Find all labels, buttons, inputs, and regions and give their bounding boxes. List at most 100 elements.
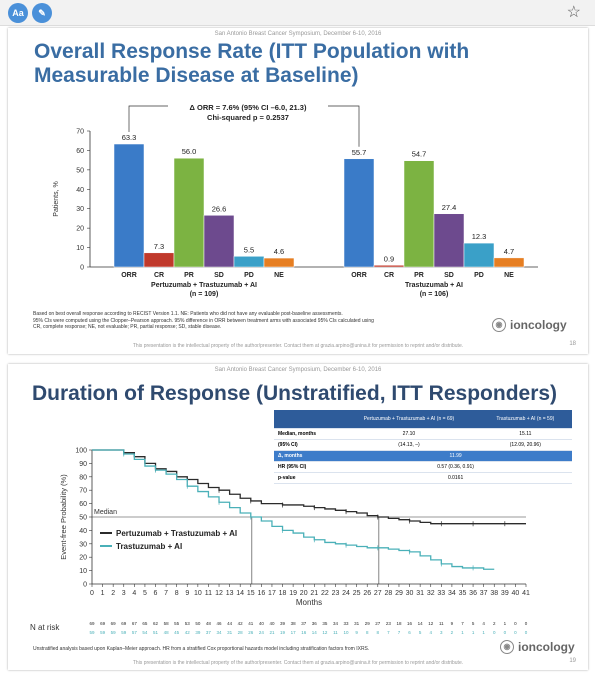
bar-value-label: 4.6 — [274, 247, 284, 256]
star-icon[interactable]: ☆ — [566, 4, 581, 21]
at-risk-count: 40 — [259, 621, 265, 626]
x-tick-label: 38 — [490, 590, 498, 597]
y-tick-label: 10 — [79, 568, 87, 575]
at-risk-count: 27 — [375, 621, 381, 626]
x-tick-label: 6 — [154, 590, 158, 597]
x-tick-label: 40 — [512, 590, 520, 597]
legend-entry: Trastuzumab + AI — [116, 542, 182, 551]
watermark-text: ioncology — [518, 640, 575, 654]
category-tick-label: ORR — [351, 272, 367, 279]
at-risk-count: 69 — [100, 621, 106, 626]
category-tick-label: ORR — [121, 272, 137, 279]
x-tick-label: 18 — [279, 590, 287, 597]
at-risk-count: 19 — [280, 630, 286, 635]
table-cell: p-value — [274, 472, 340, 484]
bar — [263, 257, 295, 268]
slide-title: Overall Response Rate (ITT Population wi… — [34, 40, 470, 87]
table-cell: 11.99 — [339, 450, 572, 462]
x-tick-label: 8 — [175, 590, 179, 597]
bar — [373, 265, 405, 268]
text-size-button[interactable]: Aa — [8, 3, 28, 23]
at-risk-count: 11 — [439, 621, 444, 626]
at-risk-count: 59 — [89, 630, 95, 635]
at-risk-count: 36 — [312, 621, 318, 626]
x-tick-label: 3 — [122, 590, 126, 597]
chi-squared-annotation: Chi-squared p = 0.2537 — [207, 113, 289, 122]
at-risk-count: 18 — [396, 621, 402, 626]
at-risk-count: 40 — [269, 621, 275, 626]
at-risk-count: 48 — [164, 630, 170, 635]
table-row: p-value 0.0161 — [274, 472, 572, 484]
slide-overall-response-rate: San Antonio Breast Cancer Symposium, Dec… — [8, 28, 588, 354]
at-risk-count: 39 — [280, 621, 286, 626]
y-tick-label: 0 — [80, 265, 84, 272]
at-risk-count: 59 — [121, 630, 127, 635]
at-risk-count: 41 — [248, 621, 254, 626]
y-tick-label: 40 — [79, 528, 87, 535]
bar-value-label: 7.3 — [154, 242, 164, 251]
at-risk-count: 42 — [185, 630, 191, 635]
at-risk-count: 14 — [418, 621, 424, 626]
delta-orr-annotation: Δ ORR = 7.6% (95% CI –6.0, 21.3) — [190, 103, 307, 112]
x-tick-label: 32 — [427, 590, 435, 597]
at-risk-count: 69 — [121, 621, 127, 626]
table-cell: 0.57 (0.36, 0.91) — [339, 461, 572, 473]
at-risk-count: 23 — [386, 621, 392, 626]
bar — [173, 157, 205, 268]
orr-bar-chart: 0 10 20 30 40 50 60 70 Patients, % 63.3 ORR 7.3 CR 56… — [53, 100, 538, 298]
at-risk-count: 0 — [514, 621, 517, 626]
table-cell: Δ, months — [274, 450, 340, 462]
x-tick-label: 35 — [459, 590, 467, 597]
table-row: Median, months 27.10 15.11 — [274, 428, 572, 440]
at-risk-count: 28 — [238, 630, 244, 635]
bar — [203, 215, 235, 268]
x-tick-label: 5 — [143, 590, 147, 597]
bar — [113, 143, 145, 268]
y-axis-label: Patients, % — [53, 181, 60, 216]
x-tick-label: 31 — [416, 590, 424, 597]
x-tick-label: 26 — [363, 590, 371, 597]
bar-value-label: 56.0 — [182, 147, 197, 156]
slide-header: San Antonio Breast Cancer Symposium, Dec… — [214, 367, 382, 373]
at-risk-count: 50 — [195, 621, 201, 626]
at-risk-count: 2 — [493, 621, 496, 626]
watermark-icon: ◉ — [492, 318, 506, 332]
at-risk-count: 1 — [461, 630, 464, 635]
x-tick-label: 39 — [501, 590, 509, 597]
at-risk-count: 69 — [89, 621, 95, 626]
y-tick-label: 80 — [79, 474, 87, 481]
x-tick-label: 21 — [310, 590, 318, 597]
group-label: Pertuzumab + Trastuzumab + AI — [151, 282, 257, 289]
at-risk-count: 0 — [514, 630, 517, 635]
at-risk-count: 53 — [185, 621, 191, 626]
at-risk-count: 9 — [355, 630, 358, 635]
footnote-line: CR, complete response; NE, not evaluable… — [33, 324, 222, 330]
at-risk-count: 0 — [493, 630, 496, 635]
pencil-icon[interactable]: ✎ — [32, 3, 52, 23]
x-tick-label: 2 — [111, 590, 115, 597]
page-number: 19 — [569, 658, 576, 664]
at-risk-count: 34 — [217, 630, 223, 635]
x-tick-label: 12 — [215, 590, 223, 597]
x-tick-label: 9 — [185, 590, 189, 597]
at-risk-count: 4 — [429, 630, 432, 635]
at-risk-label: N at risk — [30, 623, 60, 632]
at-risk-count: 11 — [333, 630, 338, 635]
at-risk-count: 59 — [100, 630, 106, 635]
x-tick-label: 24 — [342, 590, 350, 597]
y-tick-label: 10 — [76, 245, 84, 252]
group-n-label: (n = 106) — [420, 291, 449, 298]
at-risk-count: 1 — [472, 630, 475, 635]
x-tick-label: 14 — [236, 590, 244, 597]
slide-header: San Antonio Breast Cancer Symposium, Dec… — [214, 31, 382, 37]
y-tick-label: 60 — [79, 501, 87, 508]
at-risk-count: 7 — [398, 630, 401, 635]
page-number: 18 — [569, 341, 576, 347]
table-cell: 27.10 — [339, 428, 479, 440]
category-tick-label: CR — [384, 272, 394, 279]
table-cell: 15.11 — [478, 428, 572, 440]
table-cell: Median, months — [274, 428, 340, 440]
at-risk-count: 37 — [206, 630, 212, 635]
at-risk-count: 67 — [132, 621, 138, 626]
y-tick-label: 20 — [79, 555, 87, 562]
